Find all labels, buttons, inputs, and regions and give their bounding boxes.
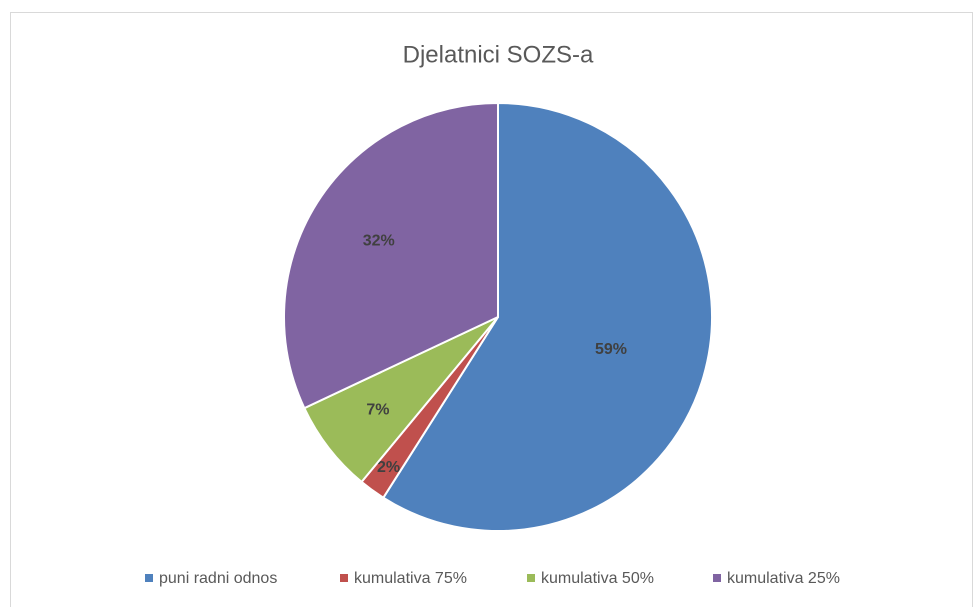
data-label: 2% <box>377 459 400 476</box>
legend-swatch <box>340 574 348 582</box>
legend-swatch <box>527 574 535 582</box>
chart-title: Djelatnici SOZS-a <box>403 41 594 68</box>
legend-swatch <box>713 574 721 582</box>
data-label: 59% <box>595 341 627 358</box>
data-label: 7% <box>366 401 389 418</box>
legend-label: kumulativa 25% <box>727 570 840 587</box>
legend-label: kumulativa 50% <box>541 570 654 587</box>
pie-slice <box>283 101 499 410</box>
legend-label: kumulativa 75% <box>354 570 467 587</box>
legend-label: puni radni odnos <box>159 570 277 587</box>
legend-swatch <box>145 574 153 582</box>
data-label: 32% <box>363 233 395 250</box>
pie-slice <box>381 101 713 532</box>
